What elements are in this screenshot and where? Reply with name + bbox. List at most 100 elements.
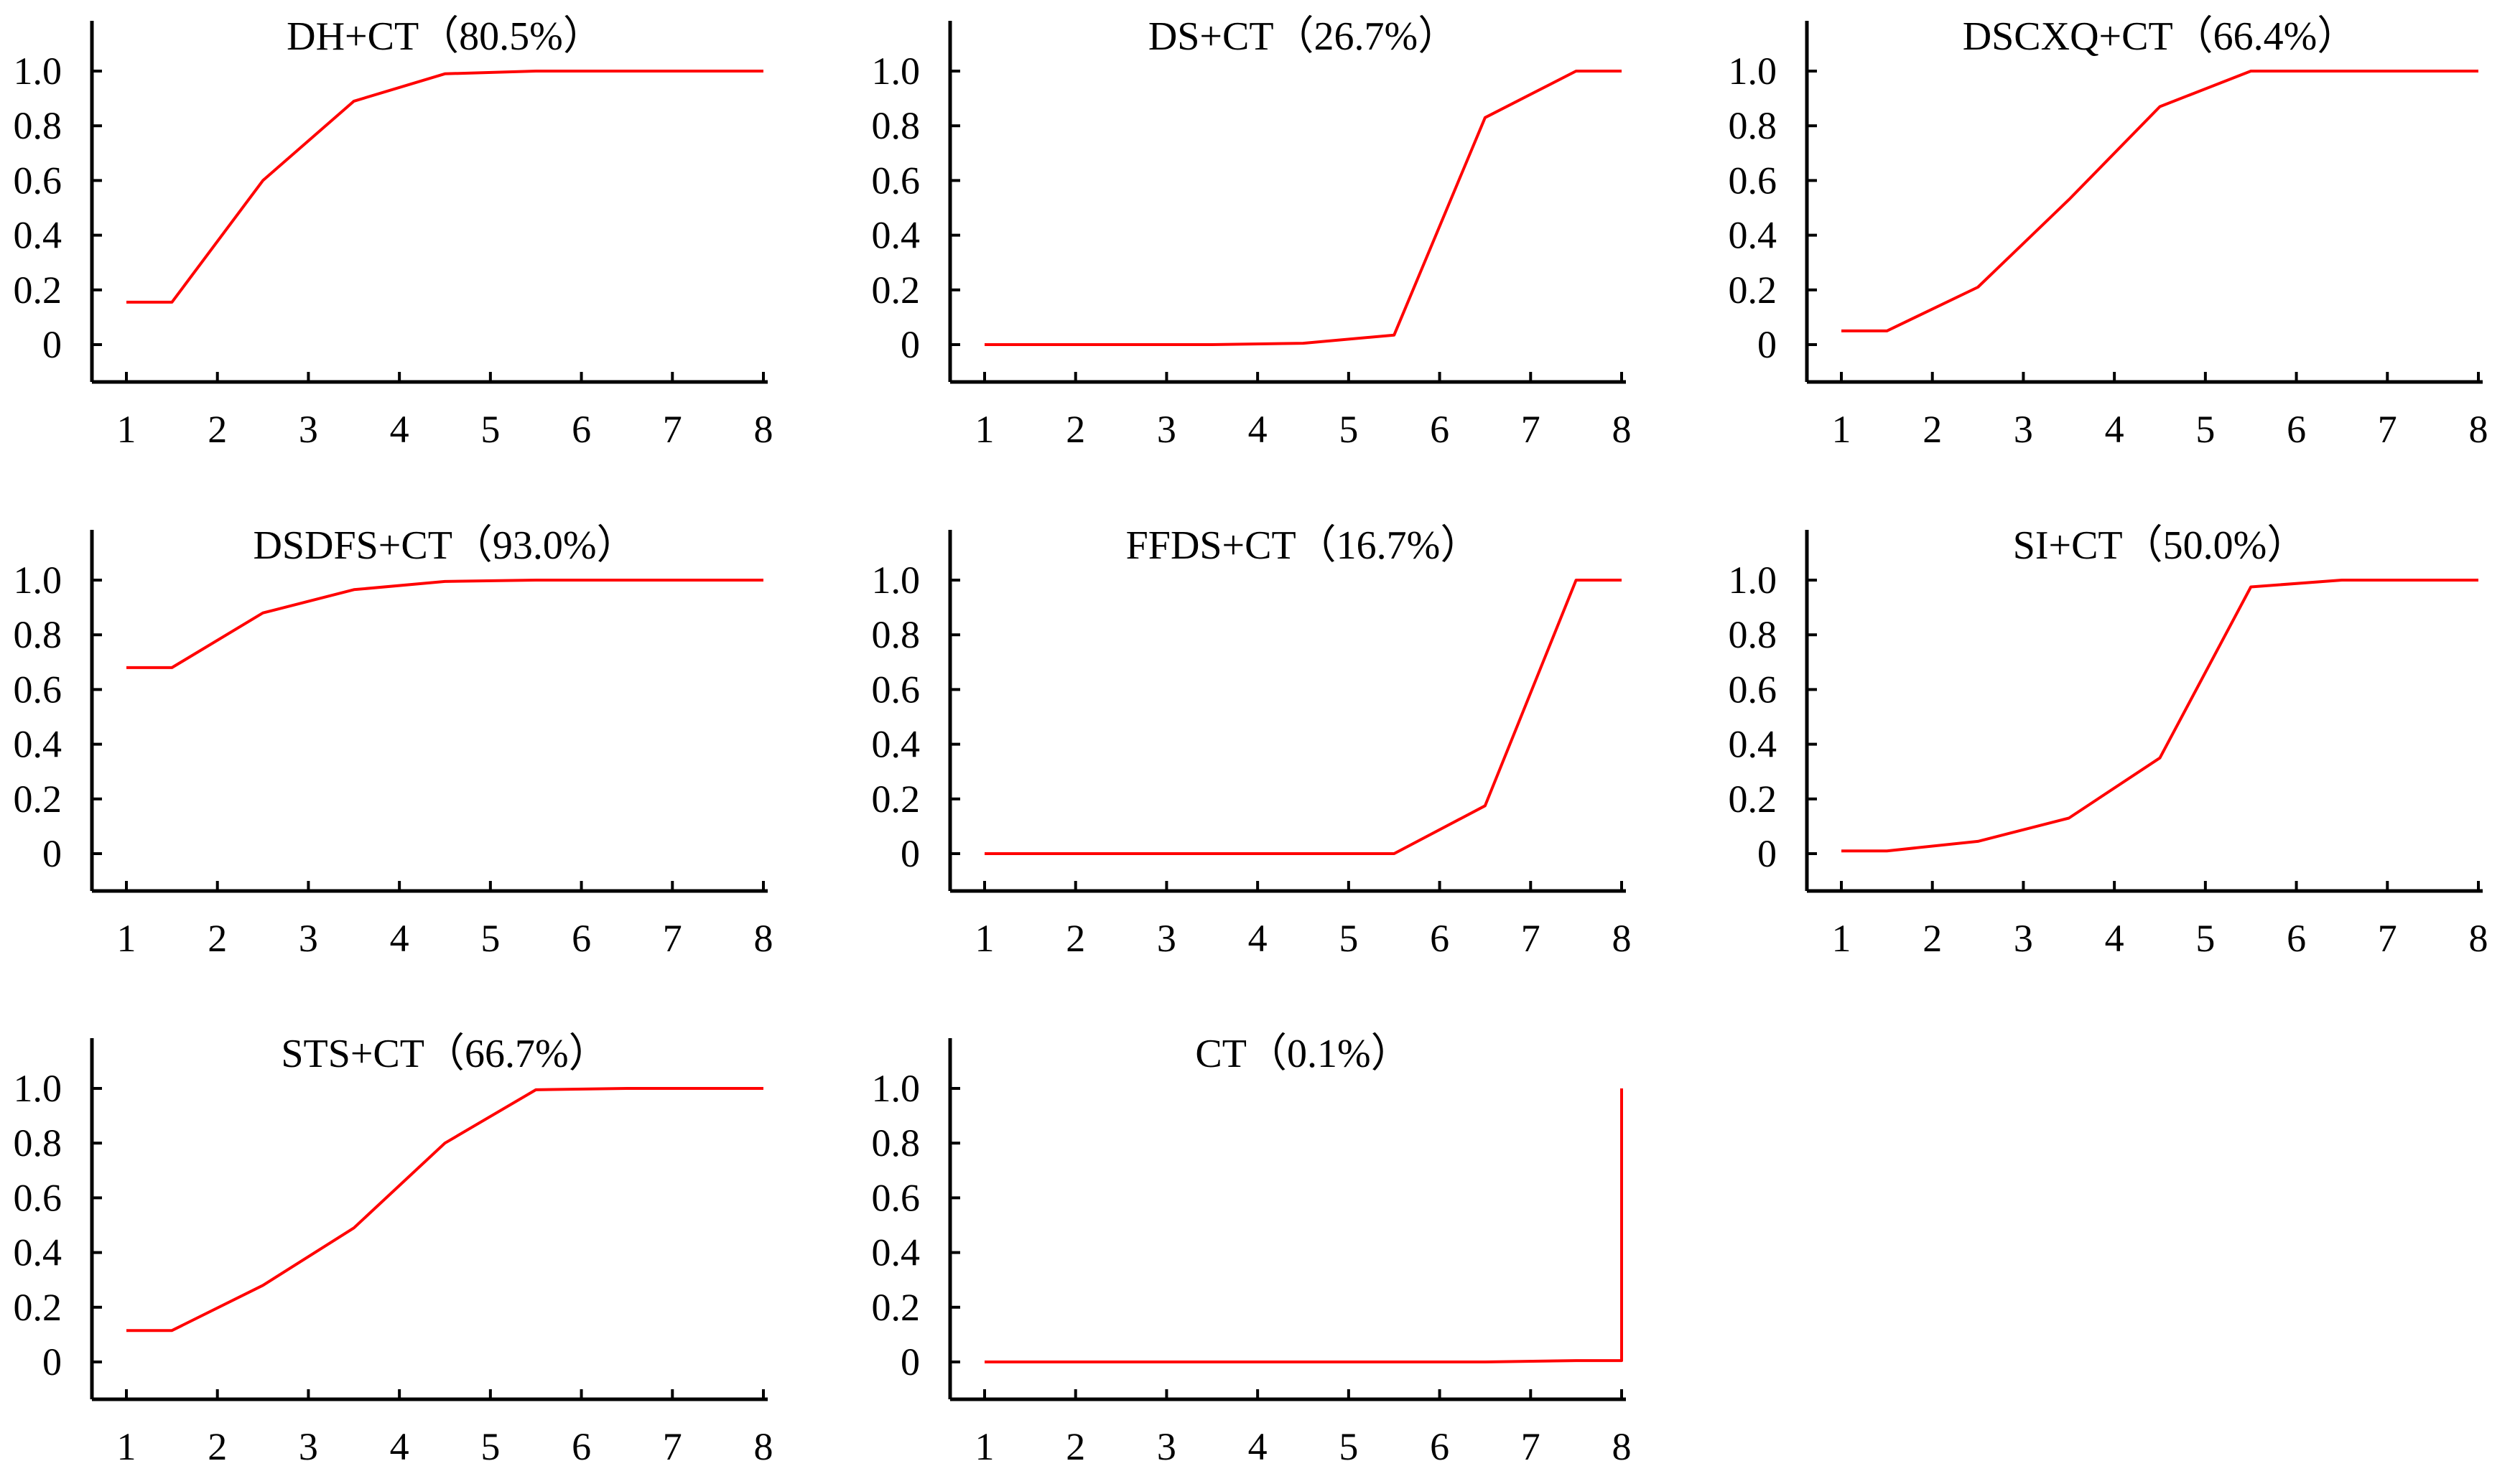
y-tick-label: 0 [901, 323, 920, 366]
chart-panel-2: DS+CT（26.7%） 0 0.2 0.4 0.6 0.8 1.0 1 2 3 4 5 6 7 8 [872, 14, 1632, 451]
x-tick-label: 4 [390, 1425, 409, 1468]
chart-title: DSDFS+CT（93.0%） [253, 523, 636, 568]
y-tick-label: 0.8 [14, 613, 62, 656]
x-tick-label: 5 [2195, 917, 2215, 960]
y-tick-label: 0 [42, 323, 62, 366]
y-tick-label: 0.6 [14, 1176, 62, 1219]
x-tick-label: 1 [117, 1425, 136, 1468]
x-tick-label: 6 [572, 1425, 591, 1468]
y-tick-label: 0.6 [872, 668, 921, 711]
y-tick-label: 1.0 [14, 50, 62, 93]
x-tick-label: 5 [1339, 1425, 1358, 1468]
x-tick-label: 5 [2195, 408, 2215, 451]
y-tick-label: 0 [901, 832, 920, 875]
x-tick-label: 1 [1832, 408, 1851, 451]
y-tick-label: 1.0 [1729, 559, 1777, 602]
y-tick-label: 0.2 [872, 1286, 921, 1329]
x-tick-label: 1 [117, 917, 136, 960]
x-tick-label: 7 [2378, 917, 2397, 960]
chart-title: DSCXQ+CT（66.4%） [1963, 14, 2358, 59]
x-tick-label: 7 [663, 917, 682, 960]
x-tick-label: 6 [1430, 1425, 1449, 1468]
y-tick-label: 0.4 [872, 723, 921, 766]
x-tick-label: 6 [572, 917, 591, 960]
x-tick-label: 7 [1521, 408, 1540, 451]
series-line [985, 1088, 1623, 1363]
y-tick-label: 0.8 [14, 1121, 62, 1165]
x-tick-label: 6 [572, 408, 591, 451]
y-tick-label: 0.2 [1729, 269, 1777, 312]
y-tick-label: 1.0 [872, 559, 921, 602]
x-tick-label: 3 [1157, 408, 1176, 451]
chart-title: FFDS+CT（16.7%） [1126, 523, 1481, 568]
chart-panel-7: STS+CT（66.7%） 0 0.2 0.4 0.6 0.8 1.0 1 2 3 4 5 6 7 8 [14, 1032, 773, 1468]
y-tick-label: 0.6 [1729, 668, 1777, 711]
y-tick-label: 0.2 [14, 269, 62, 312]
x-tick-label: 4 [2105, 408, 2124, 451]
x-tick-label: 6 [2287, 408, 2306, 451]
x-tick-label: 3 [299, 1425, 318, 1468]
x-tick-label: 1 [975, 408, 995, 451]
chart-title: DH+CT（80.5%） [287, 14, 603, 59]
y-tick-label: 0 [1757, 323, 1777, 366]
series-line [985, 70, 1622, 346]
y-tick-label: 0.6 [14, 159, 62, 202]
y-tick-label: 0.4 [1729, 214, 1777, 257]
chart-panel-3: DSCXQ+CT（66.4%） 0 0.2 0.4 0.6 0.8 1.0 1 2 3 4 5 6 7 8 [1729, 14, 2488, 451]
y-tick-label: 0.8 [14, 104, 62, 147]
y-tick-label: 0.8 [872, 104, 921, 147]
y-tick-label: 0.2 [872, 269, 921, 312]
y-tick-label: 1.0 [872, 50, 921, 93]
x-tick-label: 1 [1832, 917, 1851, 960]
x-tick-label: 7 [1521, 917, 1540, 960]
x-tick-label: 2 [208, 917, 227, 960]
x-tick-label: 2 [1066, 408, 1085, 451]
y-tick-label: 1.0 [14, 1067, 62, 1110]
y-tick-label: 1.0 [1729, 50, 1777, 93]
x-tick-label: 3 [2014, 917, 2033, 960]
x-tick-label: 2 [208, 408, 227, 451]
x-tick-label: 4 [1248, 408, 1268, 451]
x-tick-label: 3 [1157, 917, 1176, 960]
y-tick-label: 0.4 [1729, 723, 1777, 766]
x-tick-label: 7 [2378, 408, 2397, 451]
chart-title: DS+CT（26.7%） [1148, 14, 1458, 59]
chart-panel-4: DSDFS+CT（93.0%） 0 0.2 0.4 0.6 0.8 1.0 1 2 3 4 5 6 7 8 [14, 523, 773, 960]
y-tick-label: 0 [42, 1340, 62, 1383]
y-tick-label: 0.4 [872, 1231, 921, 1274]
x-tick-label: 4 [2105, 917, 2124, 960]
x-tick-label: 1 [117, 408, 136, 451]
y-tick-label: 0.2 [872, 778, 921, 821]
chart-title: SI+CT（50.0%） [2013, 523, 2307, 568]
x-tick-label: 5 [480, 1425, 500, 1468]
y-tick-label: 0.8 [872, 613, 921, 656]
x-tick-label: 8 [1612, 917, 1632, 960]
x-tick-label: 4 [1248, 917, 1268, 960]
y-tick-label: 0.6 [872, 159, 921, 202]
x-tick-label: 3 [299, 408, 318, 451]
x-tick-label: 8 [1612, 408, 1632, 451]
y-tick-label: 0.4 [14, 214, 62, 257]
x-tick-label: 8 [754, 917, 773, 960]
y-tick-label: 1.0 [872, 1067, 921, 1110]
series-line [126, 579, 763, 669]
y-tick-label: 0.8 [1729, 104, 1777, 147]
y-tick-label: 0.6 [872, 1176, 921, 1219]
x-tick-label: 2 [1066, 917, 1085, 960]
x-tick-label: 4 [390, 917, 409, 960]
y-tick-label: 0.8 [1729, 613, 1777, 656]
chart-panel-5: FFDS+CT（16.7%） 0 0.2 0.4 0.6 0.8 1.0 1 2 3 4 5 6 7 8 [872, 523, 1632, 960]
series-line [126, 70, 763, 304]
y-tick-label: 1.0 [14, 559, 62, 602]
x-tick-label: 3 [2014, 408, 2033, 451]
chart-panel-8: CT（0.1%） 0 0.2 0.4 0.6 0.8 1.0 1 2 3 4 5 6 7 8 [872, 1032, 1632, 1468]
x-tick-label: 5 [480, 917, 500, 960]
x-tick-label: 7 [1521, 1425, 1540, 1468]
chart-panel-6: SI+CT（50.0%） 0 0.2 0.4 0.6 0.8 1.0 1 2 3 4 5 6 7 8 [1729, 523, 2488, 960]
x-tick-label: 5 [1339, 917, 1358, 960]
y-tick-label: 0 [1757, 832, 1777, 875]
x-tick-label: 8 [754, 408, 773, 451]
x-tick-label: 2 [1923, 917, 1942, 960]
x-tick-label: 8 [2469, 408, 2488, 451]
y-tick-label: 0 [42, 832, 62, 875]
